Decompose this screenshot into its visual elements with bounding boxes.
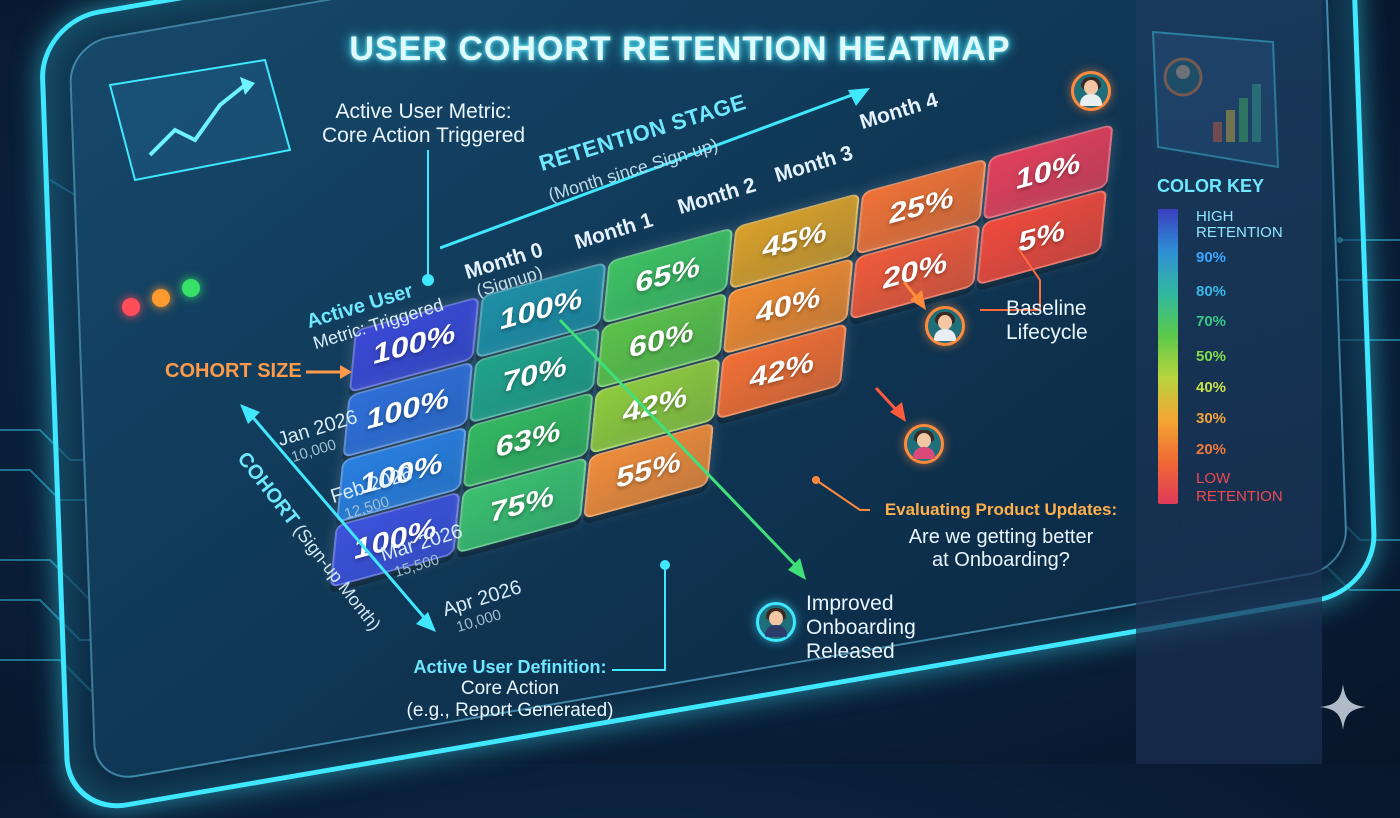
window-dot-red: [122, 298, 140, 316]
color-key-label: 70%: [1196, 313, 1227, 330]
avatar-top-icon: [1071, 71, 1111, 111]
evaluating-note: Evaluating Product Updates: Are we getti…: [872, 500, 1130, 572]
improved-line2: Onboarding: [806, 616, 916, 639]
color-key-label: 80%: [1196, 283, 1227, 300]
color-key-label: 20%: [1196, 441, 1227, 458]
color-key-label: 40%: [1196, 379, 1227, 396]
cohort-size-arrow: [306, 365, 352, 379]
evaluating-line1: Evaluating Product Updates:: [884, 500, 1118, 519]
color-key-title: COLOR KEY: [1157, 176, 1265, 196]
avatar-body: [765, 625, 787, 637]
baseline-line1: Baseline: [1006, 297, 1087, 320]
improved-line3: Released: [806, 640, 895, 663]
avatar-improved-icon: [756, 602, 796, 642]
trend-chart-icon: [108, 58, 292, 182]
avatar-baseline-icon: [925, 306, 965, 346]
color-key-label: 50%: [1196, 348, 1227, 365]
sparkle-icon: [1320, 684, 1366, 730]
color-key-label: 90%: [1196, 249, 1227, 266]
definition-line3: (e.g., Report Generated): [406, 700, 614, 721]
cohort-axis-arrow: [240, 404, 436, 632]
chart-title: USER COHORT RETENTION HEATMAP: [349, 30, 1011, 68]
color-key-label: RETENTION: [1196, 224, 1283, 241]
window-dot-green: [182, 279, 200, 297]
improved-note: Improved Onboarding Released: [806, 592, 916, 664]
active-metric-note: Active User Metric: Core Action Triggere…: [322, 100, 525, 148]
avatar-face: [938, 315, 952, 330]
avatar-evaluating-icon: [904, 424, 944, 464]
avatar-face: [1084, 80, 1098, 95]
active-metric-line2: Core Action Triggered: [322, 124, 526, 147]
evaluating-line3: at Onboarding?: [932, 549, 1070, 571]
cohort-size-label: COHORT SIZE: [165, 360, 302, 382]
color-key-label: HIGH: [1196, 208, 1234, 225]
improved-line1: Improved: [806, 592, 894, 615]
avatar-body: [1080, 94, 1102, 106]
evaluating-line2: Are we getting better: [908, 526, 1094, 548]
baseline-note: Baseline Lifecycle: [1006, 297, 1088, 345]
color-key-label: LOW: [1196, 470, 1231, 487]
color-key-label: 30%: [1196, 410, 1227, 427]
avatar-face: [917, 433, 931, 448]
avatar-body: [913, 447, 935, 459]
definition-line2: Core Action: [460, 678, 560, 699]
annotation-connectors: [558, 247, 1041, 671]
avatar-face: [769, 611, 783, 626]
baseline-line2: Lifecycle: [1006, 321, 1088, 344]
avatar-body: [934, 329, 956, 341]
color-key-gradient-bar: [1158, 209, 1178, 504]
active-metric-connector: [422, 150, 434, 286]
window-dot-orange: [152, 289, 170, 307]
color-key-panel: COLOR KEY HIGH RETENTION 90% 80% 70% 50% 40% 30…: [1136, 0, 1322, 764]
definition-line1: Active User Definition:: [413, 657, 607, 677]
color-key-label: RETENTION: [1196, 488, 1283, 505]
definition-note: Active User Definition: Core Action (e.g…: [395, 657, 625, 722]
retention-stage-arrow: [440, 88, 870, 250]
active-metric-line1: Active User Metric:: [335, 100, 512, 123]
